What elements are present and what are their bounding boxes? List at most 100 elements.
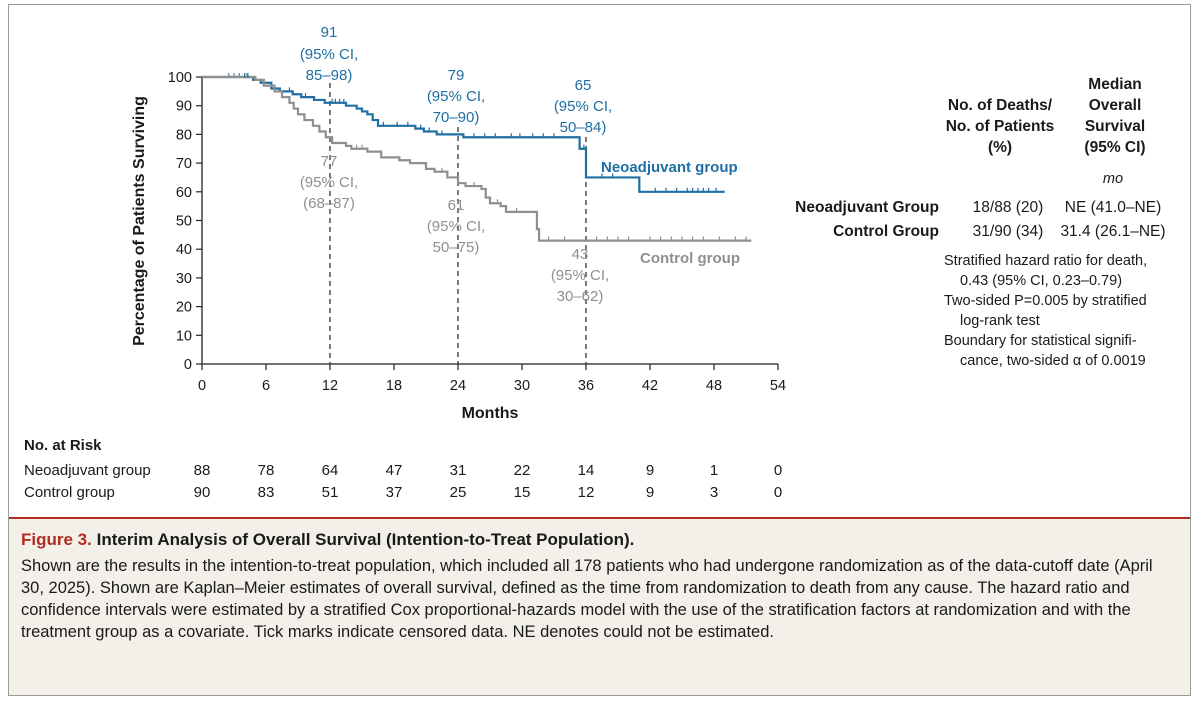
at-risk-table: No. at Risk Neoadjuvant group Control gr… [24,437,782,501]
stat-note-line: Two-sided P=0.005 by stratified [944,293,1147,309]
annotation-ci-range: 30–62) [557,288,604,305]
at-risk-value: 83 [258,484,275,501]
y-tick-label: 50 [176,214,192,230]
annotation-ci-range: 50–75) [433,239,480,256]
y-axis-label: Percentage of Patients Surviving [131,96,148,346]
x-tick-label: 6 [262,378,270,394]
annotation-neoadjuvant-24mo: 79 (95% CI, 70–90) [427,67,485,126]
row-label-control: Control Group [833,223,939,240]
row-median-control: 31.4 (26.1–NE) [1060,223,1165,240]
y-tick-label: 80 [176,127,192,143]
series-label-control: Control group [640,250,740,267]
at-risk-label-neoadjuvant: Neoadjuvant group [24,462,151,479]
at-risk-values: 88 78 64 47 31 22 14 9 1 0 90 83 51 37 25 15 12 9 3 0 [194,462,783,501]
at-risk-value: 31 [450,462,467,479]
caption-heading: Figure 3. Interim Analysis of Overall Su… [21,528,1178,551]
stat-note-line: Boundary for statistical signifi- [944,333,1137,349]
at-risk-value: 1 [710,462,718,479]
y-tick-label: 90 [176,99,192,115]
at-risk-value: 22 [514,462,531,479]
y-tick-label: 70 [176,156,192,172]
deaths-header: No. of Deaths/ No. of Patients (%) [946,97,1055,156]
annotation-ci-prefix: (95% CI, [554,98,612,115]
y-tick-label: 60 [176,185,192,201]
annotation-value: 77 [321,153,338,170]
at-risk-value: 15 [514,484,531,501]
at-risk-value: 25 [450,484,467,501]
at-risk-value: 37 [386,484,403,501]
x-tick-label: 30 [514,378,530,394]
at-risk-value: 78 [258,462,275,479]
y-tick-label: 10 [176,328,192,344]
annotation-value: 65 [575,77,592,94]
at-risk-value: 3 [710,484,718,501]
x-tick-label: 12 [322,378,338,394]
caption-body: Shown are the results in the intention-t… [21,557,1153,641]
at-risk-value: 9 [646,462,654,479]
x-tick-label: 48 [706,378,722,394]
at-risk-value: 9 [646,484,654,501]
deaths-header-line: No. of Deaths/ [948,97,1053,114]
survival-curves [202,75,752,242]
at-risk-title: No. at Risk [24,437,102,454]
survival-curve-control [202,75,752,242]
annotation-ci-prefix: (95% CI, [300,174,358,191]
annotation-value: 79 [448,67,465,84]
annotation-ci-prefix: (95% CI, [551,267,609,284]
annotation-ci-range: (68–87) [303,195,355,212]
deaths-header-line: (%) [988,139,1012,156]
stat-note-line: Stratified hazard ratio for death, [944,253,1147,269]
annotation-value: 91 [321,24,338,41]
annotation-control-12mo: 77 (95% CI, (68–87) [300,153,358,212]
annotation-neoadjuvant-12mo: 91 (95% CI, 85–98) [300,24,358,84]
y-tick-label: 100 [168,70,192,86]
stat-note-line: cance, two-sided α of 0.0019 [960,353,1146,369]
censor-marks [228,73,747,242]
series-label-neoadjuvant: Neoadjuvant group [601,159,738,176]
x-tick-label: 24 [450,378,466,394]
median-header-line: (95% CI) [1084,139,1145,156]
figure-caption: Figure 3. Interim Analysis of Overall Su… [9,517,1190,695]
at-risk-value: 64 [322,462,339,479]
at-risk-value: 51 [322,484,339,501]
y-tick-label: 30 [176,271,192,287]
median-header-line: Overall [1089,97,1142,114]
at-risk-value: 88 [194,462,211,479]
row-deaths-control: 31/90 (34) [973,223,1044,240]
annotation-ci-range: 85–98) [306,67,353,84]
x-tick-label: 18 [386,378,402,394]
annotation-control-36mo: 43 (95% CI, 30–62) [551,246,609,305]
annotation-value: 61 [448,197,465,214]
annotation-ci-range: 50–84) [560,119,607,136]
at-risk-value: 90 [194,484,211,501]
y-tick-label: 40 [176,242,192,258]
at-risk-value: 14 [578,462,595,479]
annotation-ci-prefix: (95% CI, [300,46,358,63]
at-risk-value: 12 [578,484,595,501]
at-risk-value: 0 [774,462,782,479]
row-label-neoadjuvant: Neoadjuvant Group [795,199,939,216]
at-risk-value: 47 [386,462,403,479]
x-tick-label: 54 [770,378,786,394]
caption-title: Interim Analysis of Overall Survival (In… [96,530,635,549]
median-header-line: Median [1088,76,1141,93]
at-risk-label-control: Control group [24,484,115,501]
annotation-ci-prefix: (95% CI, [427,88,485,105]
row-deaths-neoadjuvant: 18/88 (20) [973,199,1044,216]
x-tick-label: 36 [578,378,594,394]
summary-table: No. of Deaths/ No. of Patients (%) Media… [795,76,1165,240]
y-tick-label: 20 [176,300,192,316]
stat-note-line: 0.43 (95% CI, 0.23–0.79) [960,273,1122,289]
annotation-ci-prefix: (95% CI, [427,218,485,235]
y-tick-label: 0 [184,357,192,373]
annotation-control-24mo: 61 (95% CI, 50–75) [427,197,485,256]
annotation-ci-range: 70–90) [433,109,480,126]
stat-note-line: log-rank test [960,313,1040,329]
figure-label: Figure 3. [21,530,92,549]
row-median-neoadjuvant: NE (41.0–NE) [1065,199,1161,216]
x-axis-label: Months [462,405,519,422]
annotation-value: 43 [572,246,589,263]
x-tick-label: 42 [642,378,658,394]
x-tick-label: 0 [198,378,206,394]
